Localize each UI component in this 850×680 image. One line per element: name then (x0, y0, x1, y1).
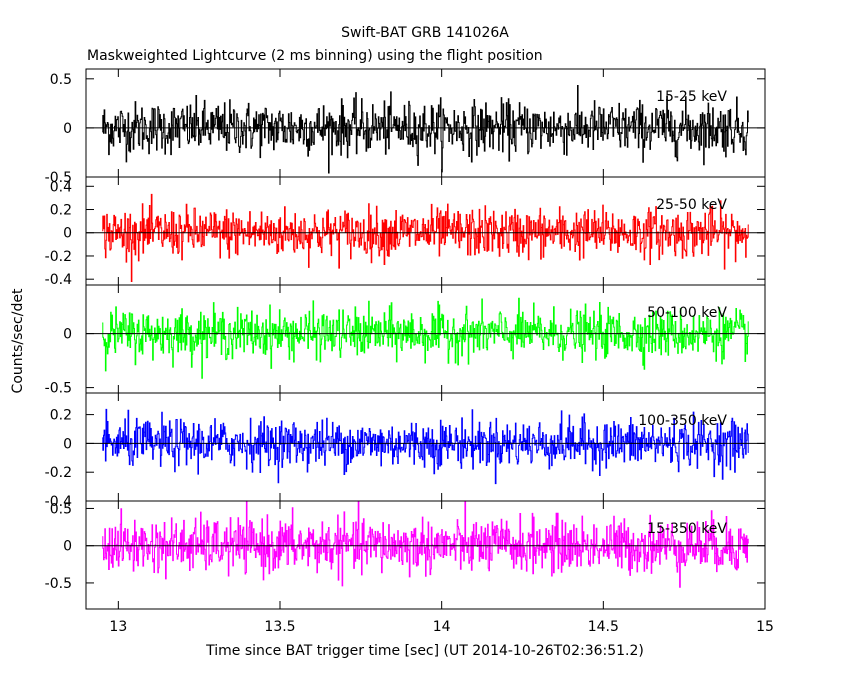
y-tick-label: -0.4 (45, 272, 72, 288)
x-tick-label: 14.5 (588, 619, 619, 635)
series-label: 50-100 keV (647, 305, 727, 321)
panel-100-350-kev: 0.2 0 -0.2 -0.4 100-350 keV (45, 392, 766, 510)
x-tick-label: 13.5 (264, 619, 295, 635)
chart-subtitle: Maskweighted Lightcurve (2 ms binning) u… (87, 48, 543, 64)
y-tick-label: 0 (63, 226, 72, 242)
panel-frame (85, 500, 766, 610)
series-label: 15-25 keV (656, 89, 727, 105)
y-tick-label: 0.2 (50, 203, 72, 219)
y-tick-label: 0 (63, 436, 72, 452)
y-tick-label: 0.4 (50, 179, 72, 195)
chart-title: Swift-BAT GRB 141026A (341, 25, 509, 41)
y-tick-label: -0.4 (45, 494, 72, 510)
series-line (102, 193, 749, 282)
series-line (102, 500, 749, 588)
y-tick-label: -0.5 (45, 576, 72, 592)
y-tick-label: 0.5 (50, 501, 72, 517)
panel-15-25-kev: 0.5 0 -0.5 15-25 keV (45, 68, 766, 186)
series-label: 100-350 keV (638, 413, 727, 429)
panel-25-50-kev: 0.4 0.2 0 -0.2 -0.4 25-50 keV (45, 176, 766, 288)
series-line (102, 297, 749, 379)
y-tick-label: 0.5 (50, 72, 72, 88)
y-tick-label: 0 (63, 121, 72, 137)
panel-50-100-kev: 0 -0.5 50-100 keV (45, 284, 766, 397)
y-tick-label: -0.5 (45, 381, 72, 397)
series-label: 15-350 keV (647, 521, 727, 537)
series-label: 25-50 keV (656, 197, 727, 213)
panel-15-350-kev: 0.5 0 -0.5 15-350 keV (45, 500, 766, 610)
y-tick-label: -0.5 (45, 170, 72, 186)
x-tick-label: 13 (109, 619, 127, 635)
x-tick-label: 14 (433, 619, 451, 635)
x-axis-label: Time since BAT trigger time [sec] (UT 20… (205, 643, 644, 659)
y-tick-label: -0.2 (45, 465, 72, 481)
x-tick-label: 15 (756, 619, 774, 635)
y-axis-label: Counts/sec/det (10, 288, 26, 393)
panels-group: 0.5 0 -0.5 15-25 keV 0.4 0.2 0 -0.2 -0.4 25-50 ke… (45, 68, 774, 635)
y-tick-label: -0.2 (45, 249, 72, 265)
series-line (102, 85, 749, 174)
y-tick-label: 0 (63, 539, 72, 555)
y-tick-label: 0 (63, 327, 72, 343)
y-tick-label: 0.2 (50, 408, 72, 424)
